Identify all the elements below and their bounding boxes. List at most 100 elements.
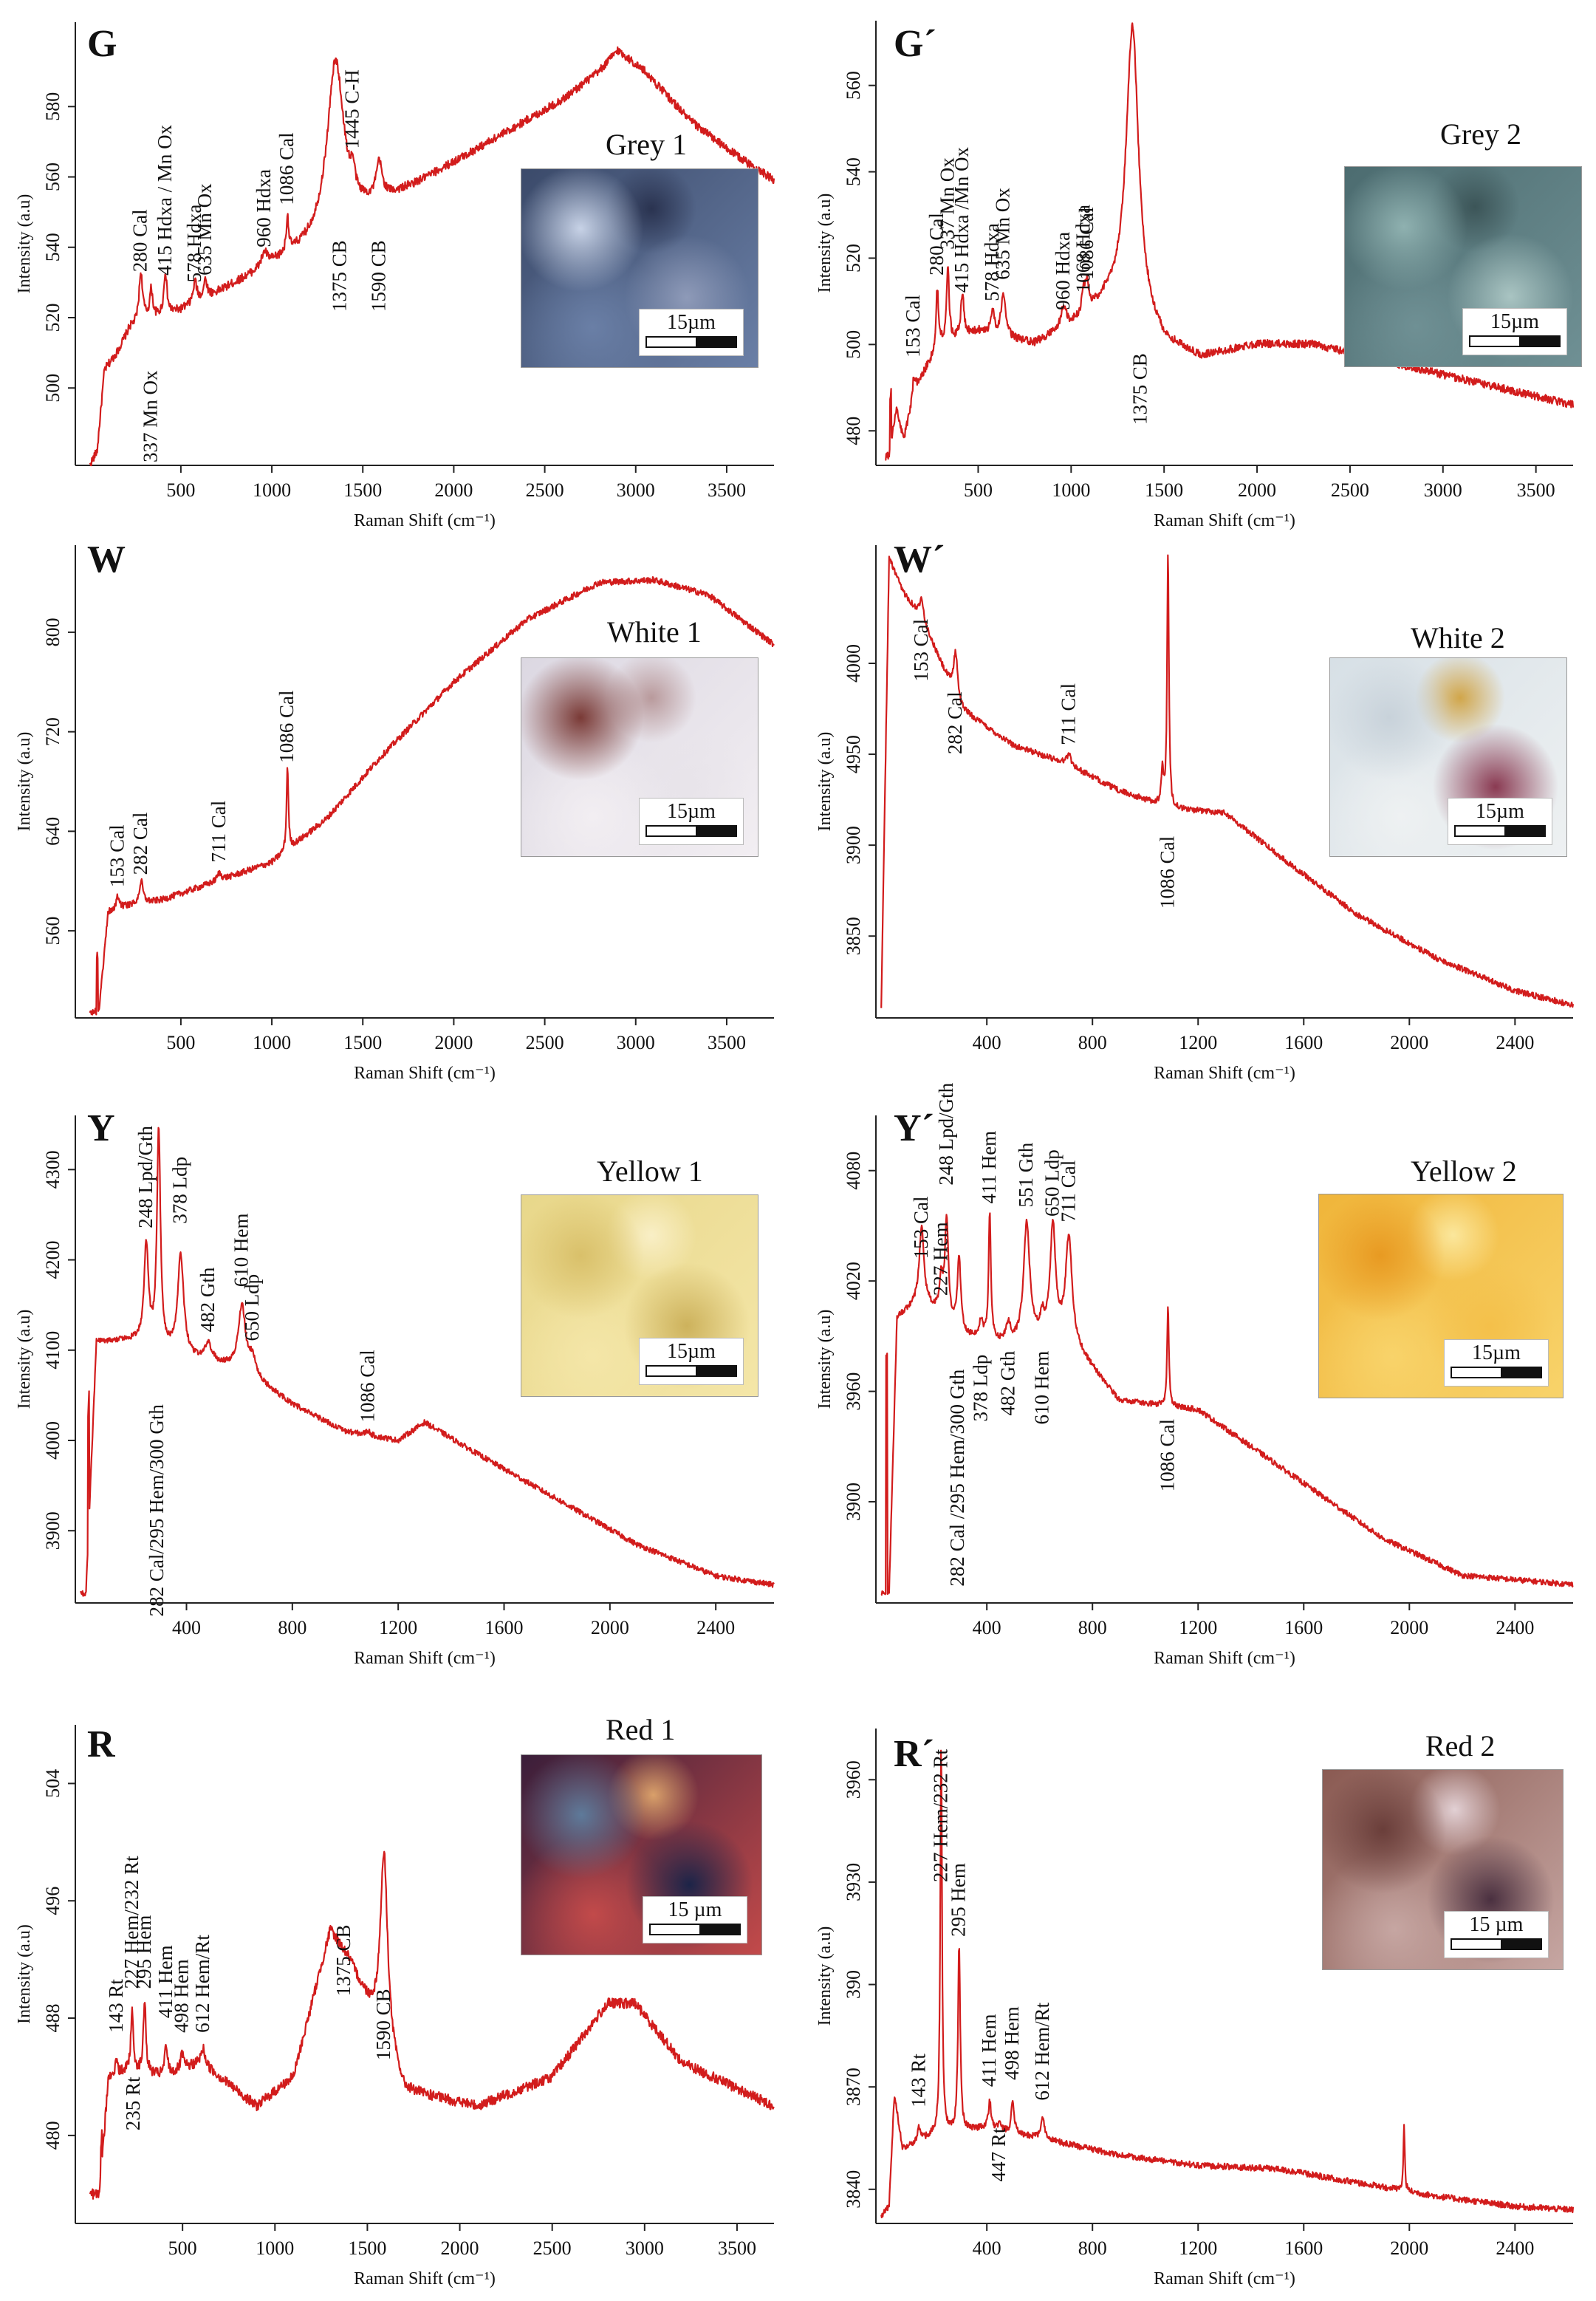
y-tick-label: 488 — [42, 2004, 64, 2033]
x-tick-label: 400 — [172, 1617, 201, 1638]
y-tick-label: 3900 — [42, 1511, 64, 1550]
scale-bar-graphic — [645, 336, 737, 348]
inset-title: White 1 — [607, 615, 702, 649]
peak-label: 415 Hdxa / Mn Ox — [154, 124, 176, 275]
x-tick-label: 2500 — [526, 1032, 564, 1053]
peak-label: 1590 CB — [367, 240, 389, 312]
x-tick-label: 3000 — [617, 1032, 655, 1053]
x-tick-label: 400 — [973, 2237, 1001, 2259]
peak-label: 248 Lpd/Gth — [935, 1082, 957, 1185]
x-axis-label: Raman Shift (cm⁻¹) — [1154, 511, 1295, 530]
peak-label: 612 Hem/Rt — [191, 1935, 213, 2033]
inset-title: Red 1 — [606, 1713, 676, 1746]
spectrum-line — [89, 575, 775, 1016]
peak-label: 610 Hem — [1030, 1351, 1052, 1425]
x-tick-label: 1200 — [379, 1617, 417, 1638]
y-tick-label: 500 — [42, 374, 64, 403]
spectrum-line — [89, 1850, 775, 2200]
peak-label: 1086 Cal — [1156, 1419, 1178, 1491]
peak-label: 960 Hdxa — [253, 169, 275, 247]
peak-label: 227 Hem — [929, 1222, 951, 1296]
x-tick-label: 2000 — [1390, 1032, 1428, 1053]
y-tick-label: 560 — [42, 163, 64, 191]
x-tick-label: 1500 — [343, 1032, 382, 1053]
panel-letter: G´ — [894, 23, 936, 65]
x-tick-label: 1600 — [485, 1617, 524, 1638]
y-tick-label: 3900 — [843, 826, 864, 864]
peak-label: 1086 Cal — [1075, 207, 1097, 279]
peak-label: 153 Cal — [910, 619, 932, 682]
peak-label: 248 Lpd/Gth — [134, 1126, 157, 1228]
y-axis-label: Intensity (a.u) — [15, 732, 34, 832]
y-axis-label: Intensity (a.u) — [15, 1310, 34, 1409]
panel-letter: Y´ — [894, 1107, 934, 1149]
inset-title: White 2 — [1411, 621, 1505, 654]
inset-title: Yellow 1 — [597, 1155, 703, 1188]
x-tick-label: 1000 — [253, 1032, 291, 1053]
y-tick-label: 520 — [843, 244, 864, 273]
scale-bar: 15µm — [639, 309, 744, 356]
peak-label: 227 Hem/232 Rt — [929, 1748, 951, 1881]
peak-label: 1086 Cal — [275, 690, 298, 762]
peak-label: 1375 CB — [328, 240, 350, 312]
peak-label: 610 Hem — [230, 1213, 253, 1287]
y-tick-label: 4950 — [843, 735, 864, 773]
x-axis-label: Raman Shift (cm⁻¹) — [1154, 2269, 1295, 2288]
scale-bar-graphic — [1469, 335, 1561, 347]
peak-label: 153 Cal — [910, 1197, 932, 1259]
x-tick-label: 2400 — [1496, 1617, 1534, 1638]
peak-label: 711 Cal — [1057, 1160, 1079, 1223]
peak-label: 143 Rt — [105, 1979, 127, 2033]
peak-label: 482 Gth — [196, 1267, 219, 1332]
scale-bar: 15µm — [1462, 308, 1567, 355]
peak-label: 282 Cal — [129, 813, 151, 875]
peak-label: 280 Cal — [129, 209, 151, 272]
x-axis-label: Raman Shift (cm⁻¹) — [1154, 1649, 1295, 1668]
y-tick-label: 720 — [42, 717, 64, 746]
scale-bar-graphic — [645, 1365, 737, 1377]
scale-bar-graphic — [1454, 825, 1546, 837]
y-tick-label: 540 — [42, 233, 64, 261]
panel-letter: R´ — [894, 1733, 934, 1775]
peak-label: 1086 Cal — [275, 132, 298, 205]
y-tick-label: 480 — [42, 2121, 64, 2150]
axes: 500 1000 1500 2000 2500 3000 3500 560 640 720 800 — [42, 545, 774, 1053]
y-tick-label: 4080 — [843, 1152, 864, 1190]
y-tick-label: 520 — [42, 304, 64, 332]
peak-label: 282 Cal /295 Hem/300 Gth — [946, 1369, 968, 1586]
y-tick-label: 4200 — [42, 1241, 64, 1279]
x-axis-label: Raman Shift (cm⁻¹) — [354, 511, 496, 530]
axes: 400 800 1200 1600 2000 2400 3900 4000 4100 4200 43… — [42, 1115, 774, 1638]
y-tick-label: 390 — [843, 1970, 864, 1999]
x-tick-label: 1500 — [1145, 479, 1183, 501]
y-tick-label: 504 — [42, 1769, 64, 1798]
panel-letter: Y — [87, 1107, 115, 1149]
peak-label: 378 Ldp — [969, 1355, 991, 1422]
peak-label: 578 Hdxa — [183, 205, 205, 283]
axes: 500 1000 1500 2000 2500 3000 3500 480 500 520 540 5… — [843, 21, 1573, 501]
x-tick-label: 2400 — [1496, 2237, 1534, 2259]
peak-label: 235 Rt — [122, 2076, 144, 2130]
peak-label: 153 Cal — [106, 824, 128, 887]
peak-label: 411 Hem — [154, 1945, 177, 2018]
scale-bar-label: 15µm — [1490, 310, 1539, 333]
x-tick-label: 800 — [1078, 1032, 1107, 1053]
peak-label: 1590 CB — [372, 1989, 394, 2060]
scale-bar-graphic — [1451, 1367, 1542, 1378]
x-tick-label: 3000 — [626, 2237, 664, 2259]
scale-bar: 15µm — [639, 1338, 744, 1385]
x-tick-label: 800 — [1078, 2237, 1107, 2259]
y-tick-label: 3870 — [843, 2068, 864, 2106]
x-tick-label: 2500 — [526, 479, 564, 501]
axes: 400 800 1200 1600 2000 2400 3900 3960 4020 4080 — [843, 1115, 1573, 1638]
scale-bar-label: 15µm — [667, 1340, 716, 1363]
y-tick-label: 4000 — [42, 1421, 64, 1460]
x-tick-label: 2400 — [696, 1617, 735, 1638]
panel-letter: R — [87, 1723, 115, 1765]
x-tick-label: 500 — [964, 479, 993, 501]
spectrum-line — [885, 22, 1575, 461]
x-tick-label: 800 — [278, 1617, 306, 1638]
spectrum-line — [89, 46, 775, 467]
x-tick-label: 1200 — [1179, 1032, 1217, 1053]
y-tick-label: 3840 — [843, 2170, 864, 2209]
